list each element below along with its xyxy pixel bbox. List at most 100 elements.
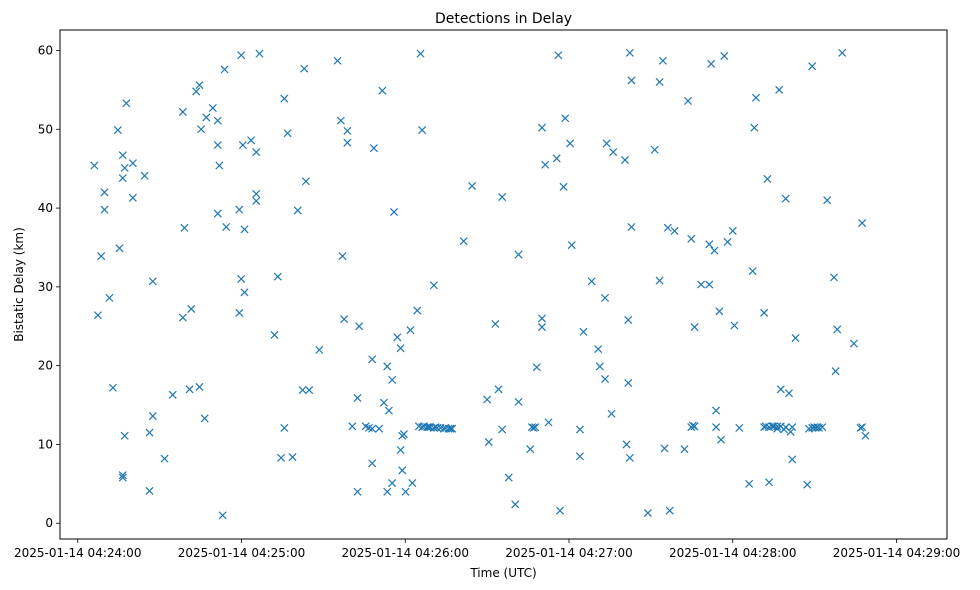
data-point — [406, 326, 415, 335]
data-point — [213, 141, 222, 150]
data-point — [511, 500, 520, 509]
data-point — [773, 422, 782, 431]
data-point — [650, 145, 659, 154]
data-point — [118, 471, 127, 480]
data-point — [750, 123, 759, 132]
data-point — [113, 126, 122, 135]
data-point — [120, 163, 129, 172]
data-point — [348, 422, 357, 431]
data-point — [690, 422, 699, 431]
data-point — [690, 323, 699, 332]
data-point — [688, 421, 697, 430]
x-tick-label: 2025-01-14 04:29:00 — [833, 546, 960, 560]
data-point — [622, 440, 631, 449]
y-tick-label: 20 — [38, 359, 53, 373]
data-point — [791, 334, 800, 343]
chart-title: Detections in Delay — [435, 11, 572, 27]
data-point — [601, 375, 610, 384]
data-point — [429, 281, 438, 290]
data-point — [687, 234, 696, 243]
data-point — [293, 206, 302, 215]
data-point — [118, 174, 127, 183]
data-point — [624, 315, 633, 324]
data-point — [240, 225, 249, 234]
data-point — [788, 455, 797, 464]
data-point — [561, 114, 570, 123]
data-point — [720, 51, 729, 61]
data-point — [781, 194, 790, 203]
data-point — [829, 273, 839, 282]
data-point — [745, 479, 754, 488]
data-point — [187, 304, 196, 313]
data-point — [484, 438, 493, 447]
data-point — [627, 222, 636, 232]
data-point — [118, 473, 127, 482]
data-point — [222, 222, 231, 232]
data-point — [625, 453, 634, 462]
data-point — [748, 267, 757, 276]
plot-area — [90, 48, 870, 520]
data-point — [433, 423, 442, 432]
data-point — [185, 385, 194, 394]
data-point — [355, 322, 364, 331]
data-point — [514, 250, 523, 259]
data-point — [716, 435, 726, 444]
data-point — [728, 226, 737, 235]
data-point — [833, 325, 842, 334]
data-point — [788, 423, 797, 432]
data-point — [213, 116, 222, 125]
data-point — [128, 193, 137, 202]
data-point — [160, 454, 169, 463]
data-point — [315, 345, 324, 354]
data-point — [763, 174, 772, 183]
data-point — [180, 223, 189, 232]
data-point — [531, 423, 540, 432]
data-point — [483, 395, 492, 404]
y-axis: 0 10 20 30 40 50 60 — [38, 43, 60, 530]
data-point — [283, 129, 292, 138]
data-point — [663, 223, 672, 232]
data-point — [620, 155, 629, 165]
data-point — [665, 506, 674, 515]
data-point — [379, 398, 388, 407]
data-point — [607, 409, 616, 418]
data-point — [105, 293, 114, 302]
data-point — [384, 406, 393, 415]
data-point — [808, 62, 817, 71]
data-point — [120, 431, 129, 440]
data-point — [658, 56, 667, 65]
data-point — [627, 76, 636, 85]
x-axis: 2025-01-14 04:24:00 2025-01-14 04:25:00 20… — [14, 539, 960, 560]
data-point — [858, 219, 867, 228]
data-point — [448, 424, 457, 433]
data-point — [670, 226, 679, 235]
data-point — [527, 423, 536, 432]
data-point — [398, 466, 407, 475]
data-point — [514, 397, 523, 406]
data-point — [423, 423, 432, 432]
data-point — [255, 49, 264, 58]
data-point — [715, 307, 724, 316]
data-point — [566, 139, 575, 148]
data-point — [353, 487, 362, 496]
y-tick-label: 60 — [38, 43, 53, 57]
data-point — [765, 478, 774, 487]
data-point — [773, 424, 782, 433]
data-point — [775, 85, 784, 94]
x-axis-label: Time (UTC) — [469, 566, 536, 580]
data-point — [444, 424, 453, 433]
data-point — [567, 241, 576, 250]
data-point — [418, 126, 427, 135]
data-point — [288, 453, 297, 462]
data-point — [336, 116, 345, 125]
data-point — [601, 293, 610, 302]
data-point — [195, 81, 204, 90]
data-point — [252, 148, 261, 157]
data-point — [218, 511, 227, 520]
data-point — [238, 141, 247, 150]
data-point — [388, 375, 397, 384]
data-point — [115, 244, 124, 253]
data-point — [118, 151, 127, 160]
data-point — [446, 424, 455, 433]
data-point — [575, 452, 584, 461]
